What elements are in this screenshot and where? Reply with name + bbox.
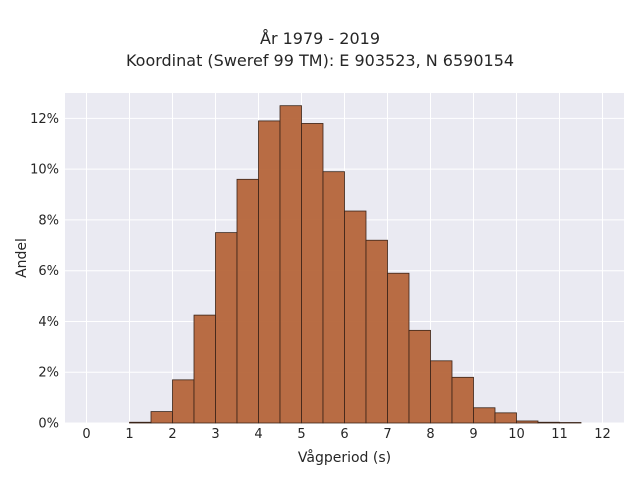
x-tick-label: 10 <box>508 427 525 442</box>
histogram-bar <box>516 420 539 424</box>
histogram-bar <box>473 407 496 424</box>
y-axis-label: Andel <box>14 238 30 278</box>
histogram-bar <box>236 178 259 424</box>
y-tick-label: 0% <box>38 417 59 432</box>
y-tick-label: 12% <box>30 112 59 127</box>
histogram-bar <box>451 376 474 424</box>
histogram-bar <box>301 123 324 424</box>
chart-title-line-2: Koordinat (Sweref 99 TM): E 903523, N 65… <box>125 51 515 70</box>
histogram-bar <box>150 411 173 424</box>
histogram-bar <box>172 379 195 424</box>
y-tick-label: 10% <box>30 163 59 178</box>
histogram-bar <box>537 421 560 424</box>
histogram-bar <box>559 422 582 424</box>
x-tick-label: 12 <box>594 427 611 442</box>
bars <box>129 105 582 424</box>
x-tick-label: 1 <box>125 427 133 442</box>
histogram-bar <box>494 412 517 424</box>
x-axis-ticks: 0 1 2 3 4 5 6 7 8 9 10 11 12 <box>82 427 610 442</box>
x-tick-label: 6 <box>340 427 348 442</box>
x-tick-label: 3 <box>211 427 219 442</box>
histogram-bar <box>322 171 345 424</box>
x-tick-label: 11 <box>551 427 568 442</box>
y-tick-label: 8% <box>38 213 59 228</box>
y-tick-label: 4% <box>38 315 59 330</box>
x-axis-label: Vågperiod (s) <box>298 449 391 466</box>
histogram-bar <box>344 210 367 424</box>
histogram-bar <box>129 421 152 424</box>
x-tick-label: 9 <box>469 427 477 442</box>
histogram-bar <box>365 239 388 424</box>
histogram-bar <box>387 272 410 424</box>
histogram-bar <box>215 232 238 424</box>
y-tick-label: 6% <box>38 264 59 279</box>
x-tick-label: 5 <box>297 427 305 442</box>
histogram-bar <box>193 314 216 424</box>
y-tick-label: 2% <box>38 366 59 381</box>
x-tick-label: 4 <box>254 427 262 442</box>
x-tick-label: 7 <box>383 427 391 442</box>
histogram-bar <box>258 120 281 424</box>
histogram-bar <box>279 105 302 424</box>
x-tick-label: 8 <box>426 427 434 442</box>
histogram-bar <box>408 329 431 424</box>
chart-title-line-1: År 1979 - 2019 <box>260 29 380 48</box>
x-tick-label: 0 <box>82 427 90 442</box>
y-axis-ticks: 0% 2% 4% 6% 8% 10% 12% <box>30 112 59 432</box>
x-tick-label: 2 <box>168 427 176 442</box>
histogram-bar <box>430 360 453 424</box>
chart-title: År 1979 - 2019 Koordinat (Sweref 99 TM):… <box>0 28 640 72</box>
